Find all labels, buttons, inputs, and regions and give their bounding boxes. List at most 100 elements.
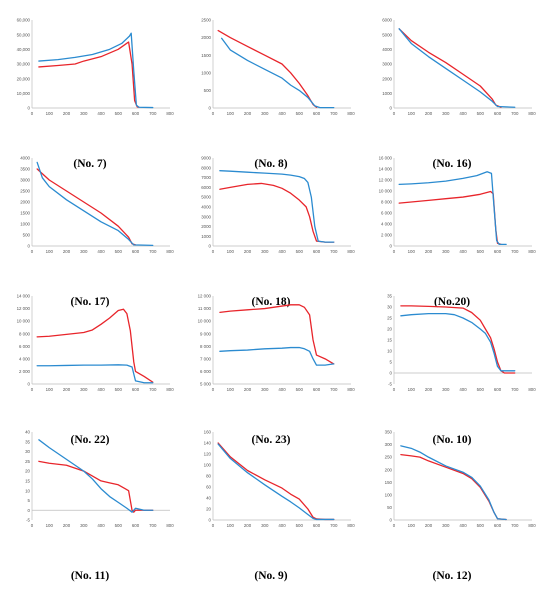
x-tick-label: 800 <box>347 387 355 392</box>
chart-caption: (No. 10) <box>432 434 472 446</box>
series-line-red <box>400 453 507 521</box>
x-tick-label: 600 <box>132 111 140 116</box>
y-tick-label: 250 <box>385 455 393 460</box>
x-tick-label: 100 <box>46 523 54 528</box>
chart-panel: 0 100 200 300 400 500 600 700 800 0 20 40 60 80 100 120… <box>181 412 361 595</box>
x-tick-label: 400 <box>97 111 105 116</box>
line-chart: 0 100 200 300 400 500 600 700 800 0 10,000 20,000 30… <box>17 18 175 116</box>
chart-caption: (No. 11) <box>70 570 110 582</box>
x-tick-label: 0 <box>212 249 215 254</box>
x-tick-label: 0 <box>212 111 215 116</box>
y-tick-label: -5 <box>26 518 30 523</box>
chart-caption: (No. 23) <box>251 434 291 446</box>
x-tick-label: 800 <box>347 249 355 254</box>
y-tick-label: 50 <box>387 505 392 510</box>
x-tick-label: 400 <box>97 387 105 392</box>
y-tick-label: 160 <box>204 430 212 435</box>
y-tick-label: 9 000 <box>200 331 212 336</box>
x-tick-label: 700 <box>330 249 338 254</box>
line-chart: 0 100 200 300 400 500 600 700 800 5 000 6 000 7 000… <box>198 294 356 392</box>
y-tick-label: 3000 <box>201 214 211 219</box>
x-tick-label: 400 <box>97 249 105 254</box>
x-tick-label: 300 <box>80 111 88 116</box>
x-tick-label: 0 <box>393 111 396 116</box>
x-tick-label: 0 <box>212 523 215 528</box>
y-tick-label: 10 000 <box>17 319 31 324</box>
x-tick-label: 200 <box>425 523 433 528</box>
x-tick-label: 300 <box>442 523 450 528</box>
series-line-red <box>217 29 318 108</box>
y-tick-label: 2000 <box>201 35 211 40</box>
series-line-blue <box>219 170 335 243</box>
y-tick-label: 0 <box>28 244 31 249</box>
x-tick-label: 400 <box>459 387 467 392</box>
chart-caption: (No. 9) <box>254 570 288 582</box>
x-tick-label: 0 <box>31 111 34 116</box>
x-tick-label: 500 <box>477 111 485 116</box>
y-tick-label: 20 <box>25 469 30 474</box>
x-tick-label: 800 <box>347 523 355 528</box>
x-tick-label: 400 <box>459 249 467 254</box>
y-tick-label: 35 <box>25 439 30 444</box>
y-tick-label: 14 000 <box>17 294 31 299</box>
y-tick-label: 10 <box>25 488 30 493</box>
line-chart: 0 100 200 300 400 500 600 700 800 0 2 000 4 000 6 00… <box>17 294 175 392</box>
y-tick-label: 100 <box>385 492 393 497</box>
chart-panel: 0 100 200 300 400 500 600 700 800 0 50 100 150 200 250… <box>362 412 541 595</box>
x-tick-label: 300 <box>80 523 88 528</box>
y-tick-label: 6 000 <box>381 211 393 216</box>
y-tick-label: 4000 <box>20 156 30 161</box>
x-tick-label: 700 <box>330 523 338 528</box>
series-line-blue <box>36 364 154 384</box>
chart-panel: 0 100 200 300 400 500 600 700 800 0 1000 2000 3000 40… <box>362 0 541 183</box>
x-tick-label: 300 <box>442 387 450 392</box>
x-tick-label: 500 <box>296 111 304 116</box>
y-tick-label: 2000 <box>201 224 211 229</box>
x-tick-label: 700 <box>511 111 519 116</box>
series-line-blue <box>219 346 335 366</box>
y-tick-label: 0 <box>390 244 393 249</box>
chart-caption: (No. 18) <box>251 296 291 308</box>
x-tick-label: 600 <box>313 111 321 116</box>
x-tick-label: 700 <box>149 249 157 254</box>
y-tick-label: 0 <box>28 106 31 111</box>
chart-caption: (No. 7) <box>73 158 107 170</box>
y-tick-label: 15 <box>25 478 30 483</box>
chart-panel: 0 100 200 300 400 500 600 700 800 -5 0 5 10 15 20 25 30 3… <box>362 276 541 459</box>
chart-panel: 0 100 200 300 400 500 600 700 800 -5 0 5 10 15 20 25 30 3… <box>0 412 180 595</box>
line-chart: 0 100 200 300 400 500 600 700 800 0 1000 2000 3000 40… <box>382 18 536 116</box>
x-tick-label: 100 <box>227 111 235 116</box>
x-tick-label: 0 <box>31 249 34 254</box>
y-tick-label: 25 <box>387 316 392 321</box>
x-tick-label: 100 <box>408 523 416 528</box>
y-tick-label: 1000 <box>201 70 211 75</box>
chart-panel: 0 100 200 300 400 500 600 700 800 0 500 1000 1500 200… <box>0 138 180 321</box>
y-tick-label: 15 <box>387 338 392 343</box>
series-line-red <box>219 304 335 365</box>
y-tick-label: 2000 <box>382 76 392 81</box>
x-tick-label: 200 <box>425 387 433 392</box>
y-tick-label: 8 000 <box>381 200 393 205</box>
x-tick-label: 800 <box>166 523 174 528</box>
x-tick-label: 700 <box>330 387 338 392</box>
line-chart: 0 100 200 300 400 500 600 700 800-50510152025303… <box>25 430 174 528</box>
y-tick-label: 0 <box>209 244 212 249</box>
line-chart: 0 100 200 300 400 500 600 700 800-50510152025303… <box>387 294 536 392</box>
x-tick-label: 400 <box>97 523 105 528</box>
x-tick-label: 200 <box>244 523 252 528</box>
y-tick-label: 20 <box>387 327 392 332</box>
x-tick-label: 500 <box>296 523 304 528</box>
x-tick-label: 700 <box>511 523 519 528</box>
line-chart: 0 100 200 300 400 500 600 700 800 0 500 1000 1500 200… <box>201 18 355 116</box>
chart-caption: (No. 8) <box>254 158 288 170</box>
y-tick-label: 8000 <box>201 165 211 170</box>
y-tick-label: 35 <box>387 294 392 299</box>
x-tick-label: 600 <box>494 249 502 254</box>
x-tick-label: 600 <box>313 249 321 254</box>
x-tick-label: 800 <box>528 111 536 116</box>
y-tick-label: 16 000 <box>379 156 393 161</box>
y-tick-label: 2500 <box>20 189 30 194</box>
y-tick-label: 40 <box>206 496 211 501</box>
x-tick-label: 300 <box>261 249 269 254</box>
x-tick-label: 700 <box>149 111 157 116</box>
